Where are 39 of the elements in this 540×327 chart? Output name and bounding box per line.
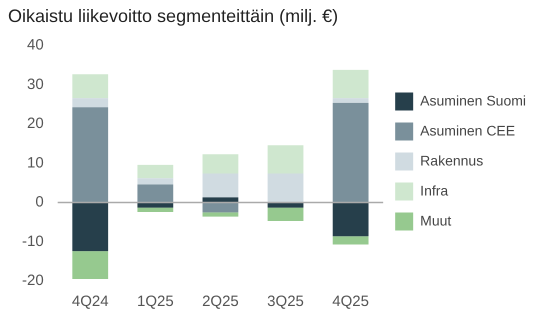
y-tick-label: 30 bbox=[26, 76, 44, 93]
bar bbox=[332, 202, 369, 236]
x-tick-label: 1Q25 bbox=[136, 293, 174, 310]
y-tick-label: 10 bbox=[26, 154, 44, 172]
bar bbox=[332, 98, 369, 103]
bar bbox=[332, 102, 369, 203]
x-tick-label: 4Q24 bbox=[72, 293, 109, 310]
x-tick-label: 3Q25 bbox=[267, 293, 304, 310]
bar bbox=[332, 70, 369, 98]
bar bbox=[72, 107, 108, 203]
bar bbox=[268, 208, 304, 221]
y-tick-label: 20 bbox=[26, 115, 44, 132]
bar bbox=[72, 74, 108, 98]
bar bbox=[137, 164, 174, 178]
bar bbox=[137, 208, 174, 212]
legend-label: Muut bbox=[420, 212, 452, 228]
y-tick-label: -10 bbox=[22, 232, 44, 250]
legend-label: Infra bbox=[420, 182, 448, 198]
y-tick-label: 40 bbox=[26, 36, 44, 54]
legend-label: Asuminen Suomi bbox=[420, 92, 526, 108]
bar bbox=[72, 98, 108, 108]
legend-label: Asuminen CEE bbox=[420, 122, 516, 138]
bar bbox=[268, 174, 304, 203]
x-tick-label: 4Q25 bbox=[332, 293, 369, 310]
bar bbox=[202, 174, 238, 198]
y-tick-label: -20 bbox=[22, 272, 44, 290]
bar bbox=[72, 202, 108, 252]
bar bbox=[332, 236, 369, 245]
bar bbox=[202, 154, 238, 174]
bar bbox=[268, 145, 304, 174]
bar bbox=[202, 212, 238, 217]
bar bbox=[72, 251, 108, 280]
chart-title: Oikaistu liikevoitto segmenteittäin (milj. €) bbox=[8, 6, 338, 26]
bar bbox=[137, 184, 174, 203]
x-tick-label: 2Q25 bbox=[202, 293, 239, 310]
bar bbox=[137, 178, 174, 184]
bar bbox=[202, 202, 238, 212]
legend-label: Rakennus bbox=[420, 152, 484, 168]
y-tick-label: 0 bbox=[35, 194, 44, 211]
